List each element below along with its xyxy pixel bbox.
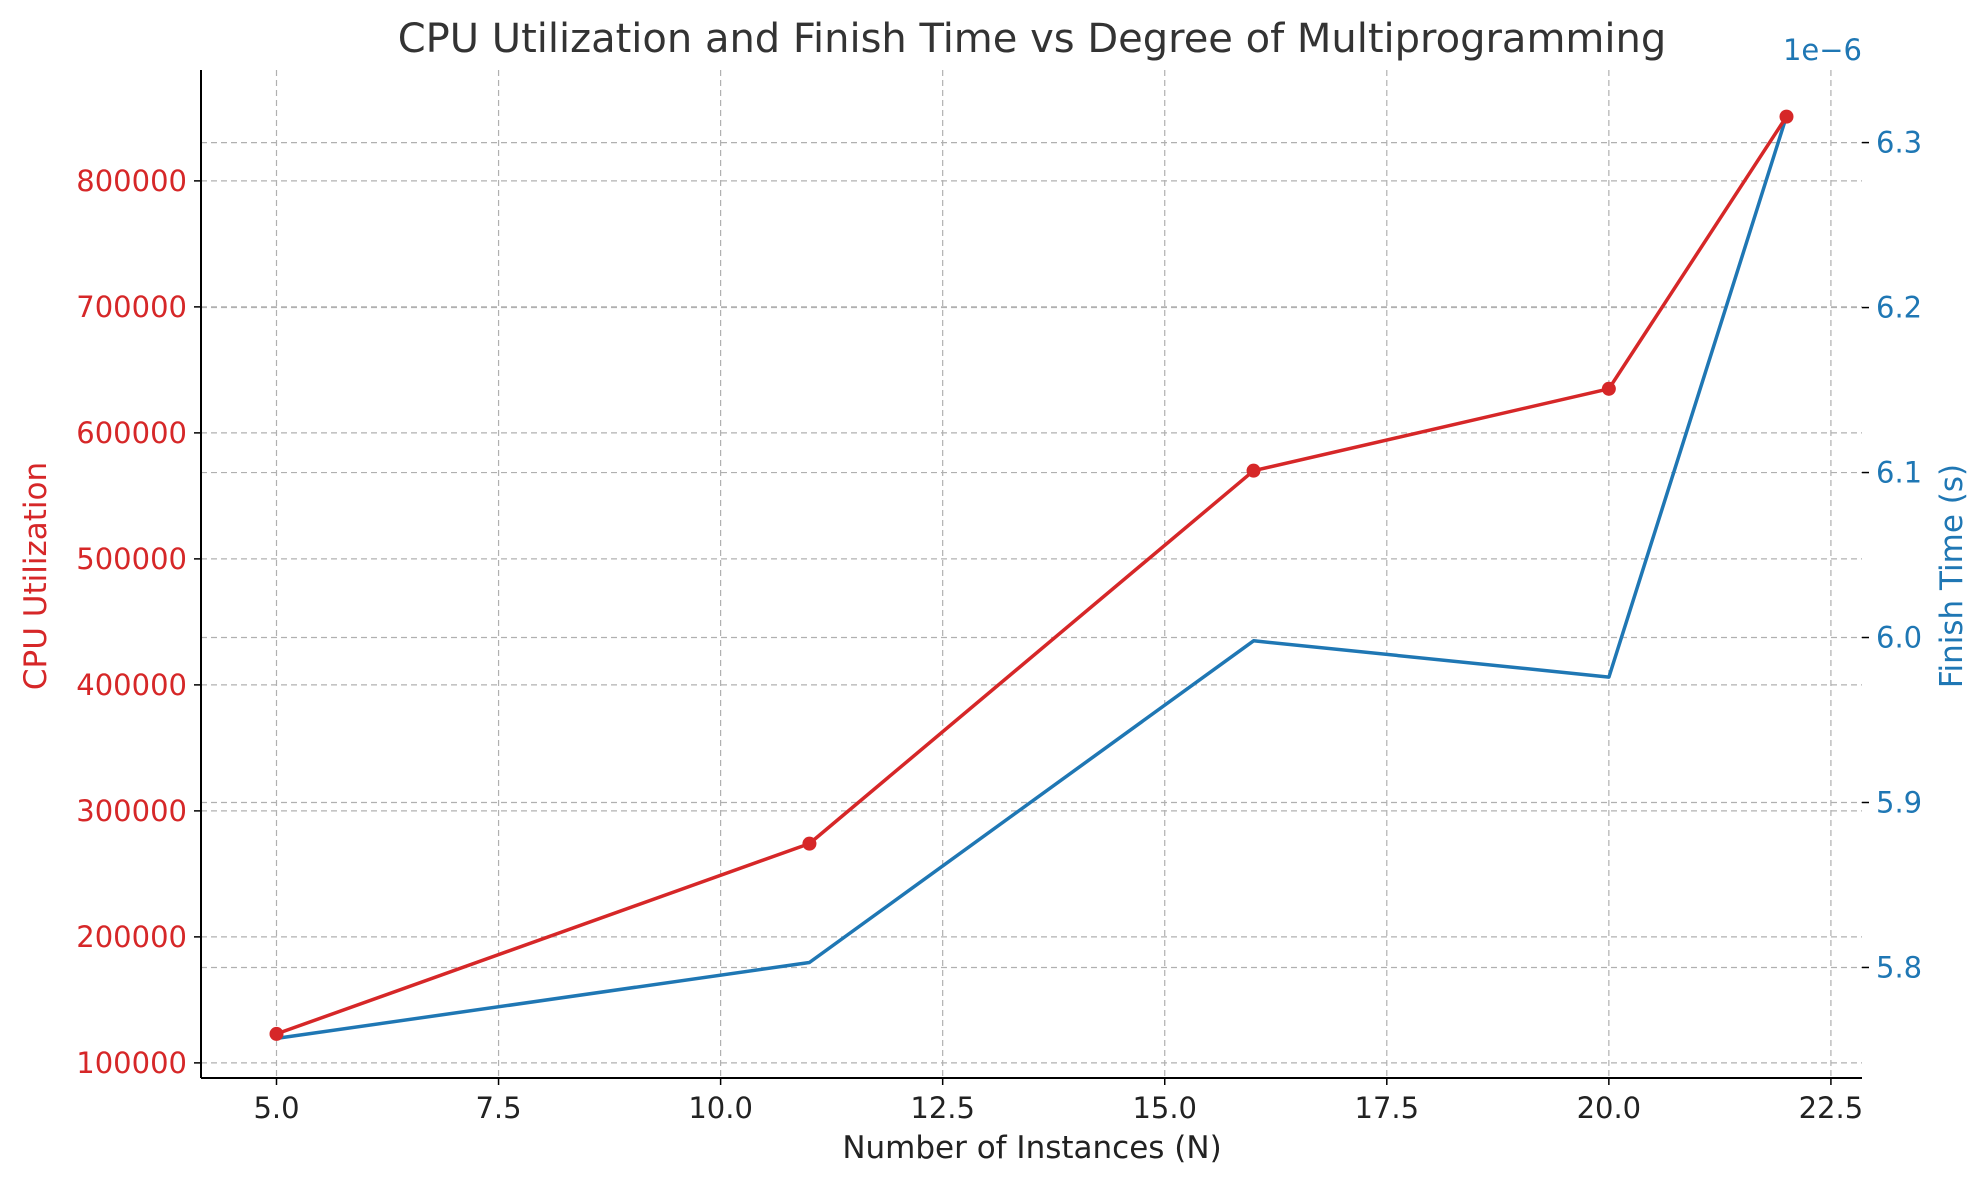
y-axis-right-offset-label: 1e−6 xyxy=(1783,33,1862,67)
y-right-tick-label: 6.3 xyxy=(1876,126,1922,160)
y-left-tick-label: 200000 xyxy=(76,920,187,954)
y-right-tick-label: 6.1 xyxy=(1876,456,1922,490)
y-left-tick-label: 100000 xyxy=(76,1046,187,1080)
cpu-utilization-point xyxy=(1601,381,1616,396)
finish-time-series-line xyxy=(276,115,1789,1041)
y-left-tick-label: 700000 xyxy=(76,290,187,324)
series-layer xyxy=(269,109,1794,1041)
x-tick-label: 20.0 xyxy=(1577,1091,1642,1125)
x-tick-label: 5.0 xyxy=(253,1091,299,1125)
axes: 5.0 7.5 10.0 12.5 15.0 17.5 20.0 22.5 100000 2000… xyxy=(76,70,1922,1125)
y-right-tick-label: 5.9 xyxy=(1876,785,1922,819)
y-axis-right-label: Finish Time (s) xyxy=(1934,464,1970,688)
y-left-tick-label: 500000 xyxy=(76,542,187,576)
chart-title: CPU Utilization and Finish Time vs Degre… xyxy=(398,16,1666,62)
x-tick-label: 22.5 xyxy=(1799,1091,1864,1125)
x-tick-label: 10.0 xyxy=(688,1091,753,1125)
x-tick-label: 15.0 xyxy=(1132,1091,1197,1125)
x-tick-label: 7.5 xyxy=(475,1091,521,1125)
y-right-tick-label: 6.0 xyxy=(1876,621,1922,655)
cpu-utilization-series-line xyxy=(275,115,1788,1036)
y-right-tick-label: 6.2 xyxy=(1876,291,1922,325)
cpu-utilization-point xyxy=(1779,109,1794,124)
y-left-tick-label: 600000 xyxy=(76,416,187,450)
y-left-tick-label: 300000 xyxy=(76,794,187,828)
y-axis-left-label: CPU Utilization xyxy=(18,462,54,690)
y-left-tick-label: 400000 xyxy=(76,668,187,702)
x-tick-label: 12.5 xyxy=(910,1091,975,1125)
y-left-tick-label: 800000 xyxy=(76,164,187,198)
x-tick-label: 17.5 xyxy=(1355,1091,1420,1125)
cpu-utilization-point xyxy=(802,836,817,851)
y-right-tick-label: 5.8 xyxy=(1876,950,1922,984)
x-axis-label: Number of Instances (N) xyxy=(842,1130,1221,1166)
grid xyxy=(201,70,1862,1078)
cpu-utilization-point xyxy=(269,1026,284,1041)
cpu-utilization-point xyxy=(1246,463,1261,478)
